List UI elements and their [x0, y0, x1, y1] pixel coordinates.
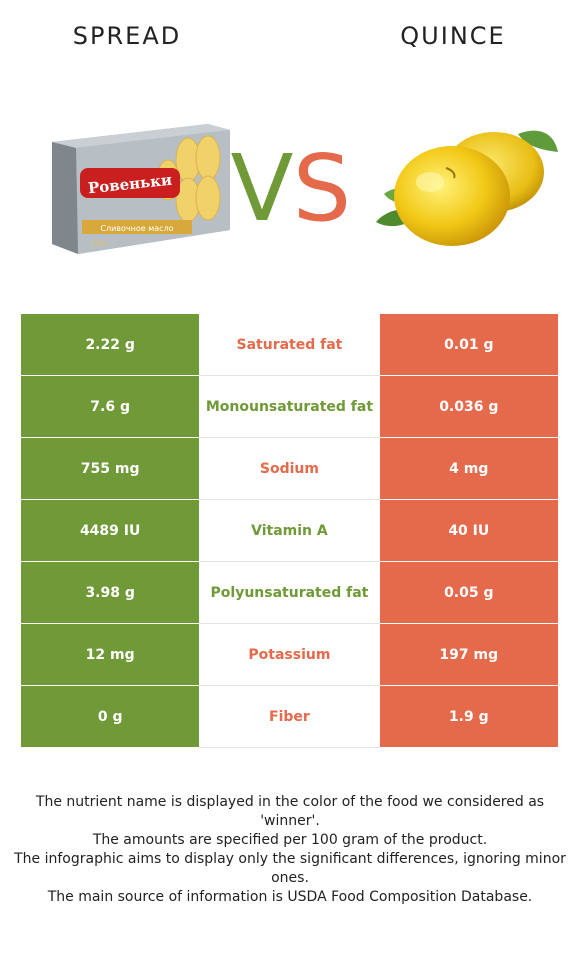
left-food-value: 4489 IU — [21, 499, 200, 562]
nutrient-row: 755 mg Sodium 4 mg — [21, 437, 558, 500]
right-food-title: QUINCE — [400, 22, 506, 50]
left-food-value: 12 mg — [21, 623, 200, 686]
right-food-value: 4 mg — [379, 437, 558, 500]
right-food-value: 1.9 g — [379, 685, 558, 748]
nutrient-comparison-table: 2.22 g Saturated fat 0.01 g 7.6 g Monounsatu… — [21, 314, 558, 748]
nutrient-name: Fiber — [199, 685, 380, 748]
nutrient-name: Potassium — [199, 623, 380, 686]
footer-line-source: The main source of information is USDA F… — [47, 889, 533, 905]
left-food-value: 3.98 g — [21, 561, 200, 624]
left-food-title: SPREAD — [72, 22, 182, 50]
footer-line-winner: The nutrient name is displayed in the co… — [35, 794, 545, 829]
nutrient-row: 0 g Fiber 1.9 g — [21, 685, 558, 748]
vs-letter-s: S — [293, 135, 351, 232]
spread-product-text: Сливочное масло — [100, 224, 173, 233]
vs-letter-v: V — [231, 135, 294, 232]
nutrient-name: Monounsaturated fat — [199, 375, 380, 438]
nutrient-name: Polyunsaturated fat — [199, 561, 380, 624]
right-food-value: 40 IU — [379, 499, 558, 562]
footer-line-amounts: The amounts are specified per 100 gram o… — [92, 832, 488, 848]
spread-weight-text: 170г — [90, 240, 107, 248]
right-food-value: 0.05 g — [379, 561, 558, 624]
nutrient-name: Saturated fat — [199, 314, 380, 376]
footer-line-aims: The infographic aims to display only the… — [14, 851, 566, 886]
left-food-value: 2.22 g — [21, 314, 200, 376]
right-food-value: 197 mg — [379, 623, 558, 686]
left-food-value: 755 mg — [21, 437, 200, 500]
nutrient-row: 7.6 g Monounsaturated fat 0.036 g — [21, 375, 558, 438]
nutrient-row: 12 mg Potassium 197 mg — [21, 623, 558, 686]
vs-label: V S — [231, 135, 352, 232]
nutrient-name: Vitamin A — [199, 499, 380, 562]
nutrient-row: 4489 IU Vitamin A 40 IU — [21, 499, 558, 562]
footer-notes: The nutrient name is displayed in the co… — [14, 793, 566, 907]
spread-package-image: Ровеньки Сливочное масло 170г — [52, 124, 230, 254]
right-food-value: 0.036 g — [379, 375, 558, 438]
nutrient-row: 3.98 g Polyunsaturated fat 0.05 g — [21, 561, 558, 624]
quince-image — [376, 130, 558, 246]
right-food-value: 0.01 g — [379, 314, 558, 376]
left-food-value: 0 g — [21, 685, 200, 748]
nutrient-name: Sodium — [199, 437, 380, 500]
nutrient-row: 2.22 g Saturated fat 0.01 g — [21, 314, 558, 376]
left-food-value: 7.6 g — [21, 375, 200, 438]
